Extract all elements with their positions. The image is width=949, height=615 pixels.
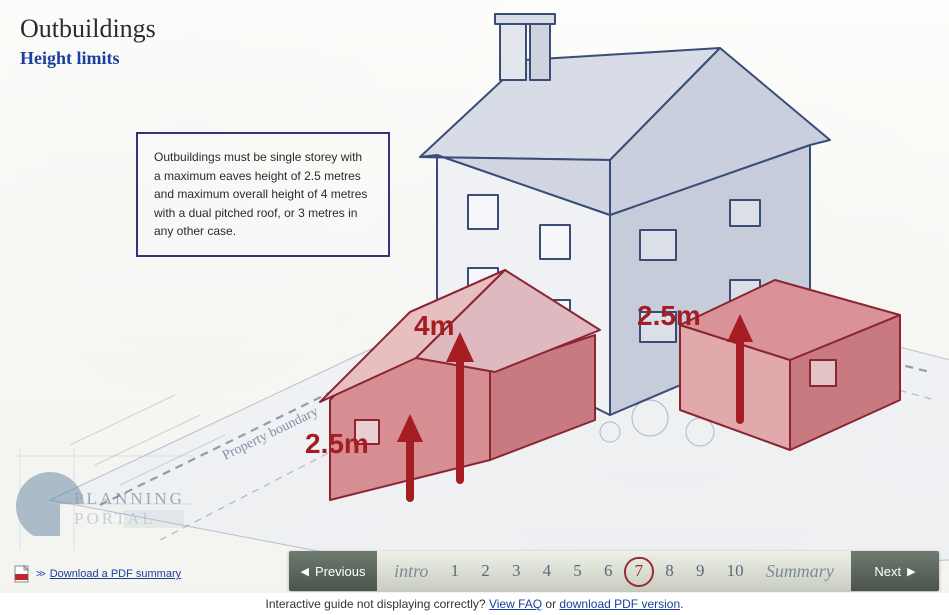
fallback-mid: or <box>542 597 559 611</box>
nav-page-4[interactable]: 4 <box>539 561 556 581</box>
nav-page-6[interactable]: 6 <box>600 561 617 581</box>
previous-label: Previous <box>315 564 366 579</box>
pdf-icon <box>14 565 30 583</box>
previous-button[interactable]: ◀ Previous <box>289 551 377 591</box>
download-pdf-version-link[interactable]: download PDF version <box>559 597 680 611</box>
planning-portal-logo: PLANNING PORTAL <box>14 448 194 550</box>
page-subtitle: Height limits <box>20 48 120 69</box>
page-nav: ◀ Previous intro 1 2 3 4 5 6 7 8 9 10 Su… <box>289 551 939 591</box>
nav-pages: intro 1 2 3 4 5 6 7 8 9 10 Summary <box>377 551 851 591</box>
dim-label-4m: 4m <box>414 310 454 342</box>
nav-page-summary[interactable]: Summary <box>762 561 838 582</box>
fallback-notice: Interactive guide not displaying correct… <box>0 592 949 615</box>
download-pdf-summary-link[interactable]: Download a PDF summary <box>50 568 181 580</box>
page-title: Outbuildings <box>20 14 156 44</box>
info-box: Outbuildings must be single storey with … <box>136 132 390 257</box>
viewport: Property boundary <box>0 0 949 615</box>
nav-page-9[interactable]: 9 <box>692 561 709 581</box>
nav-page-8[interactable]: 8 <box>661 561 678 581</box>
nav-page-intro[interactable]: intro <box>390 561 432 582</box>
dim-label-25m-flat: 2.5m <box>637 300 701 332</box>
pdf-summary-row: >> Download a PDF summary <box>14 565 181 583</box>
triangle-right-icon: ▶ <box>907 565 915 578</box>
chevron-icon: >> <box>36 569 44 580</box>
nav-page-2[interactable]: 2 <box>477 561 494 581</box>
svg-text:PLANNING: PLANNING <box>74 489 185 508</box>
nav-page-5[interactable]: 5 <box>569 561 586 581</box>
triangle-left-icon: ◀ <box>300 565 308 578</box>
nav-page-1[interactable]: 1 <box>447 561 464 581</box>
fallback-suffix: . <box>680 597 683 611</box>
next-button[interactable]: Next ▶ <box>851 551 939 591</box>
nav-page-10[interactable]: 10 <box>723 561 748 581</box>
nav-page-3[interactable]: 3 <box>508 561 525 581</box>
view-faq-link[interactable]: View FAQ <box>489 597 542 611</box>
fallback-prefix: Interactive guide not displaying correct… <box>265 597 488 611</box>
nav-page-7[interactable]: 7 <box>631 561 648 581</box>
next-label: Next <box>874 564 901 579</box>
dim-label-25m-eaves: 2.5m <box>305 428 369 460</box>
